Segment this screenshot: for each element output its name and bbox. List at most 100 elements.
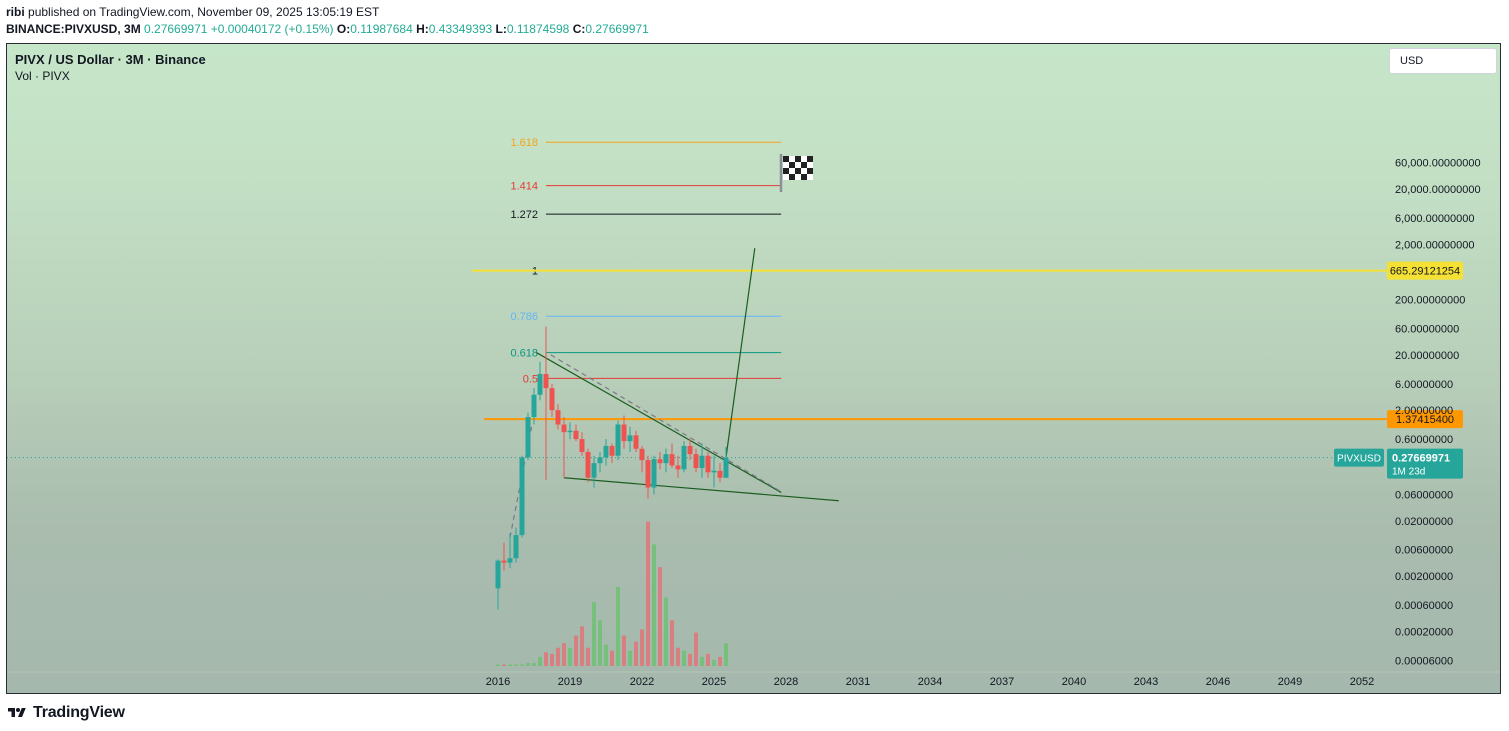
volume-bar <box>562 643 566 666</box>
trend-line <box>563 477 839 502</box>
candle-body <box>663 454 669 464</box>
volume-bar <box>700 656 704 666</box>
x-axis-tick: 2052 <box>1350 676 1374 688</box>
checkered-flag-icon <box>789 162 795 168</box>
symbol-badge-text: PIVXUSD <box>1337 454 1381 465</box>
volume-bar <box>616 586 620 666</box>
open-label: O: <box>336 22 351 36</box>
volume-label[interactable]: Vol · PIVX <box>15 69 70 83</box>
volume-bar <box>586 647 590 666</box>
close-value: 0.27669971 <box>585 22 649 36</box>
checkered-flag-icon <box>789 174 795 180</box>
x-axis-tick: 2046 <box>1206 676 1230 688</box>
y-axis-tick: 2.00000000 <box>1395 405 1453 417</box>
checkered-flag-icon <box>801 174 807 180</box>
y-axis-tick: 20.00000000 <box>1395 350 1459 362</box>
fib-level-label: 1.272 <box>510 209 538 221</box>
volume-bar <box>622 635 626 666</box>
y-axis-tick: 0.00200000 <box>1395 571 1453 583</box>
volume-bar <box>496 664 500 666</box>
candle-body <box>615 424 621 456</box>
y-axis-tick: 0.00020000 <box>1395 626 1453 638</box>
candle-body <box>555 410 561 425</box>
last-price: 0.27669971 <box>144 22 208 36</box>
volume-bar <box>634 641 638 666</box>
candle-body <box>633 435 639 449</box>
fib-level-label: 0.5 <box>523 373 538 385</box>
candle-body <box>687 445 693 455</box>
y-axis-tick: 20,000.00000000 <box>1395 184 1481 196</box>
volume-bar <box>676 647 680 666</box>
volume-bar <box>520 664 524 666</box>
fib-level-label: 1.414 <box>510 181 538 193</box>
volume-bar <box>658 567 662 666</box>
candle-body <box>723 457 729 478</box>
fib-level-label: 1.618 <box>510 137 538 149</box>
candle-body <box>699 455 705 468</box>
candle-body <box>675 465 681 470</box>
x-axis-tick: 2043 <box>1134 676 1158 688</box>
volume-bar <box>682 650 686 666</box>
chart-legend: PIVX / US Dollar · 3M · Binance Vol · PI… <box>15 52 206 83</box>
volume-bar <box>544 652 548 666</box>
volume-bar <box>646 521 650 666</box>
currency-selector[interactable]: USD <box>1389 48 1497 74</box>
candle-body <box>669 454 675 466</box>
tradingview-logo-icon[interactable] <box>6 706 28 720</box>
chart-title[interactable]: PIVX / US Dollar · 3M · Binance <box>15 52 206 67</box>
candle-body <box>609 445 615 456</box>
checkered-flag-icon <box>795 174 801 180</box>
volume-bar <box>580 626 584 666</box>
low-label: L: <box>495 22 507 36</box>
candle-body <box>603 445 609 458</box>
checkered-flag-icon <box>795 162 801 168</box>
candle-body <box>651 459 657 488</box>
candle-body <box>591 463 597 478</box>
volume-bar <box>604 644 608 666</box>
tradingview-logo-text[interactable]: TradingView <box>33 704 125 721</box>
y-axis-tick: 0.06000000 <box>1395 489 1453 501</box>
volume-bar <box>706 653 710 666</box>
x-axis-tick: 2016 <box>486 676 510 688</box>
publisher-username[interactable]: ribi <box>6 5 25 19</box>
chart-canvas[interactable]: 1.618 1.414 1.272 1 0.786 0.618 0.5 665.2912125… <box>7 44 1500 693</box>
checkered-flag-icon <box>801 168 807 174</box>
volume-bar <box>640 629 644 666</box>
y-axis-tick: 0.00060000 <box>1395 600 1453 612</box>
price-label-text: 665.29121254 <box>1390 266 1460 278</box>
checkered-flag-icon <box>807 174 813 180</box>
price-label-text: 1.37415400 <box>1396 414 1454 426</box>
high-value: 0.43349393 <box>428 22 493 36</box>
x-axis-tick: 2031 <box>846 676 870 688</box>
checkered-flag-icon <box>807 168 813 174</box>
low-value: 0.11874598 <box>506 22 570 36</box>
fib-level-label: 0.618 <box>510 348 538 360</box>
x-axis-tick: 2025 <box>702 676 726 688</box>
candle-body <box>519 457 525 536</box>
candle-body <box>657 459 663 464</box>
checkered-flag-icon <box>801 162 807 168</box>
y-axis-tick: 60.00000000 <box>1395 323 1459 335</box>
volume-bar <box>532 662 536 666</box>
y-axis-tick: 200.00000000 <box>1395 295 1465 307</box>
candle-body <box>681 445 687 470</box>
candle-body <box>561 424 567 433</box>
candle-body <box>525 417 531 458</box>
volume-bar <box>724 643 728 666</box>
candle-body <box>597 457 603 464</box>
fib-level-label: 1 <box>532 266 538 278</box>
chart-pane[interactable]: 1.618 1.414 1.272 1 0.786 0.618 0.5 665.2912125… <box>6 43 1501 694</box>
x-axis-tick: 2019 <box>558 676 582 688</box>
volume-bar <box>592 602 596 666</box>
volume-bar <box>550 653 554 666</box>
x-axis-tick: 2040 <box>1062 676 1086 688</box>
y-axis-tick: 0.60000000 <box>1395 434 1453 446</box>
volume-bar <box>664 597 668 666</box>
checkered-flag-icon <box>783 162 789 168</box>
volume-bar <box>688 653 692 666</box>
checkered-flag-icon <box>795 168 801 174</box>
candle-body <box>513 535 519 559</box>
publish-info: ribi published on TradingView.com, Novem… <box>6 4 1503 21</box>
candle-body <box>507 558 513 563</box>
current-price-badge-text: 0.27669971 <box>1392 453 1450 465</box>
